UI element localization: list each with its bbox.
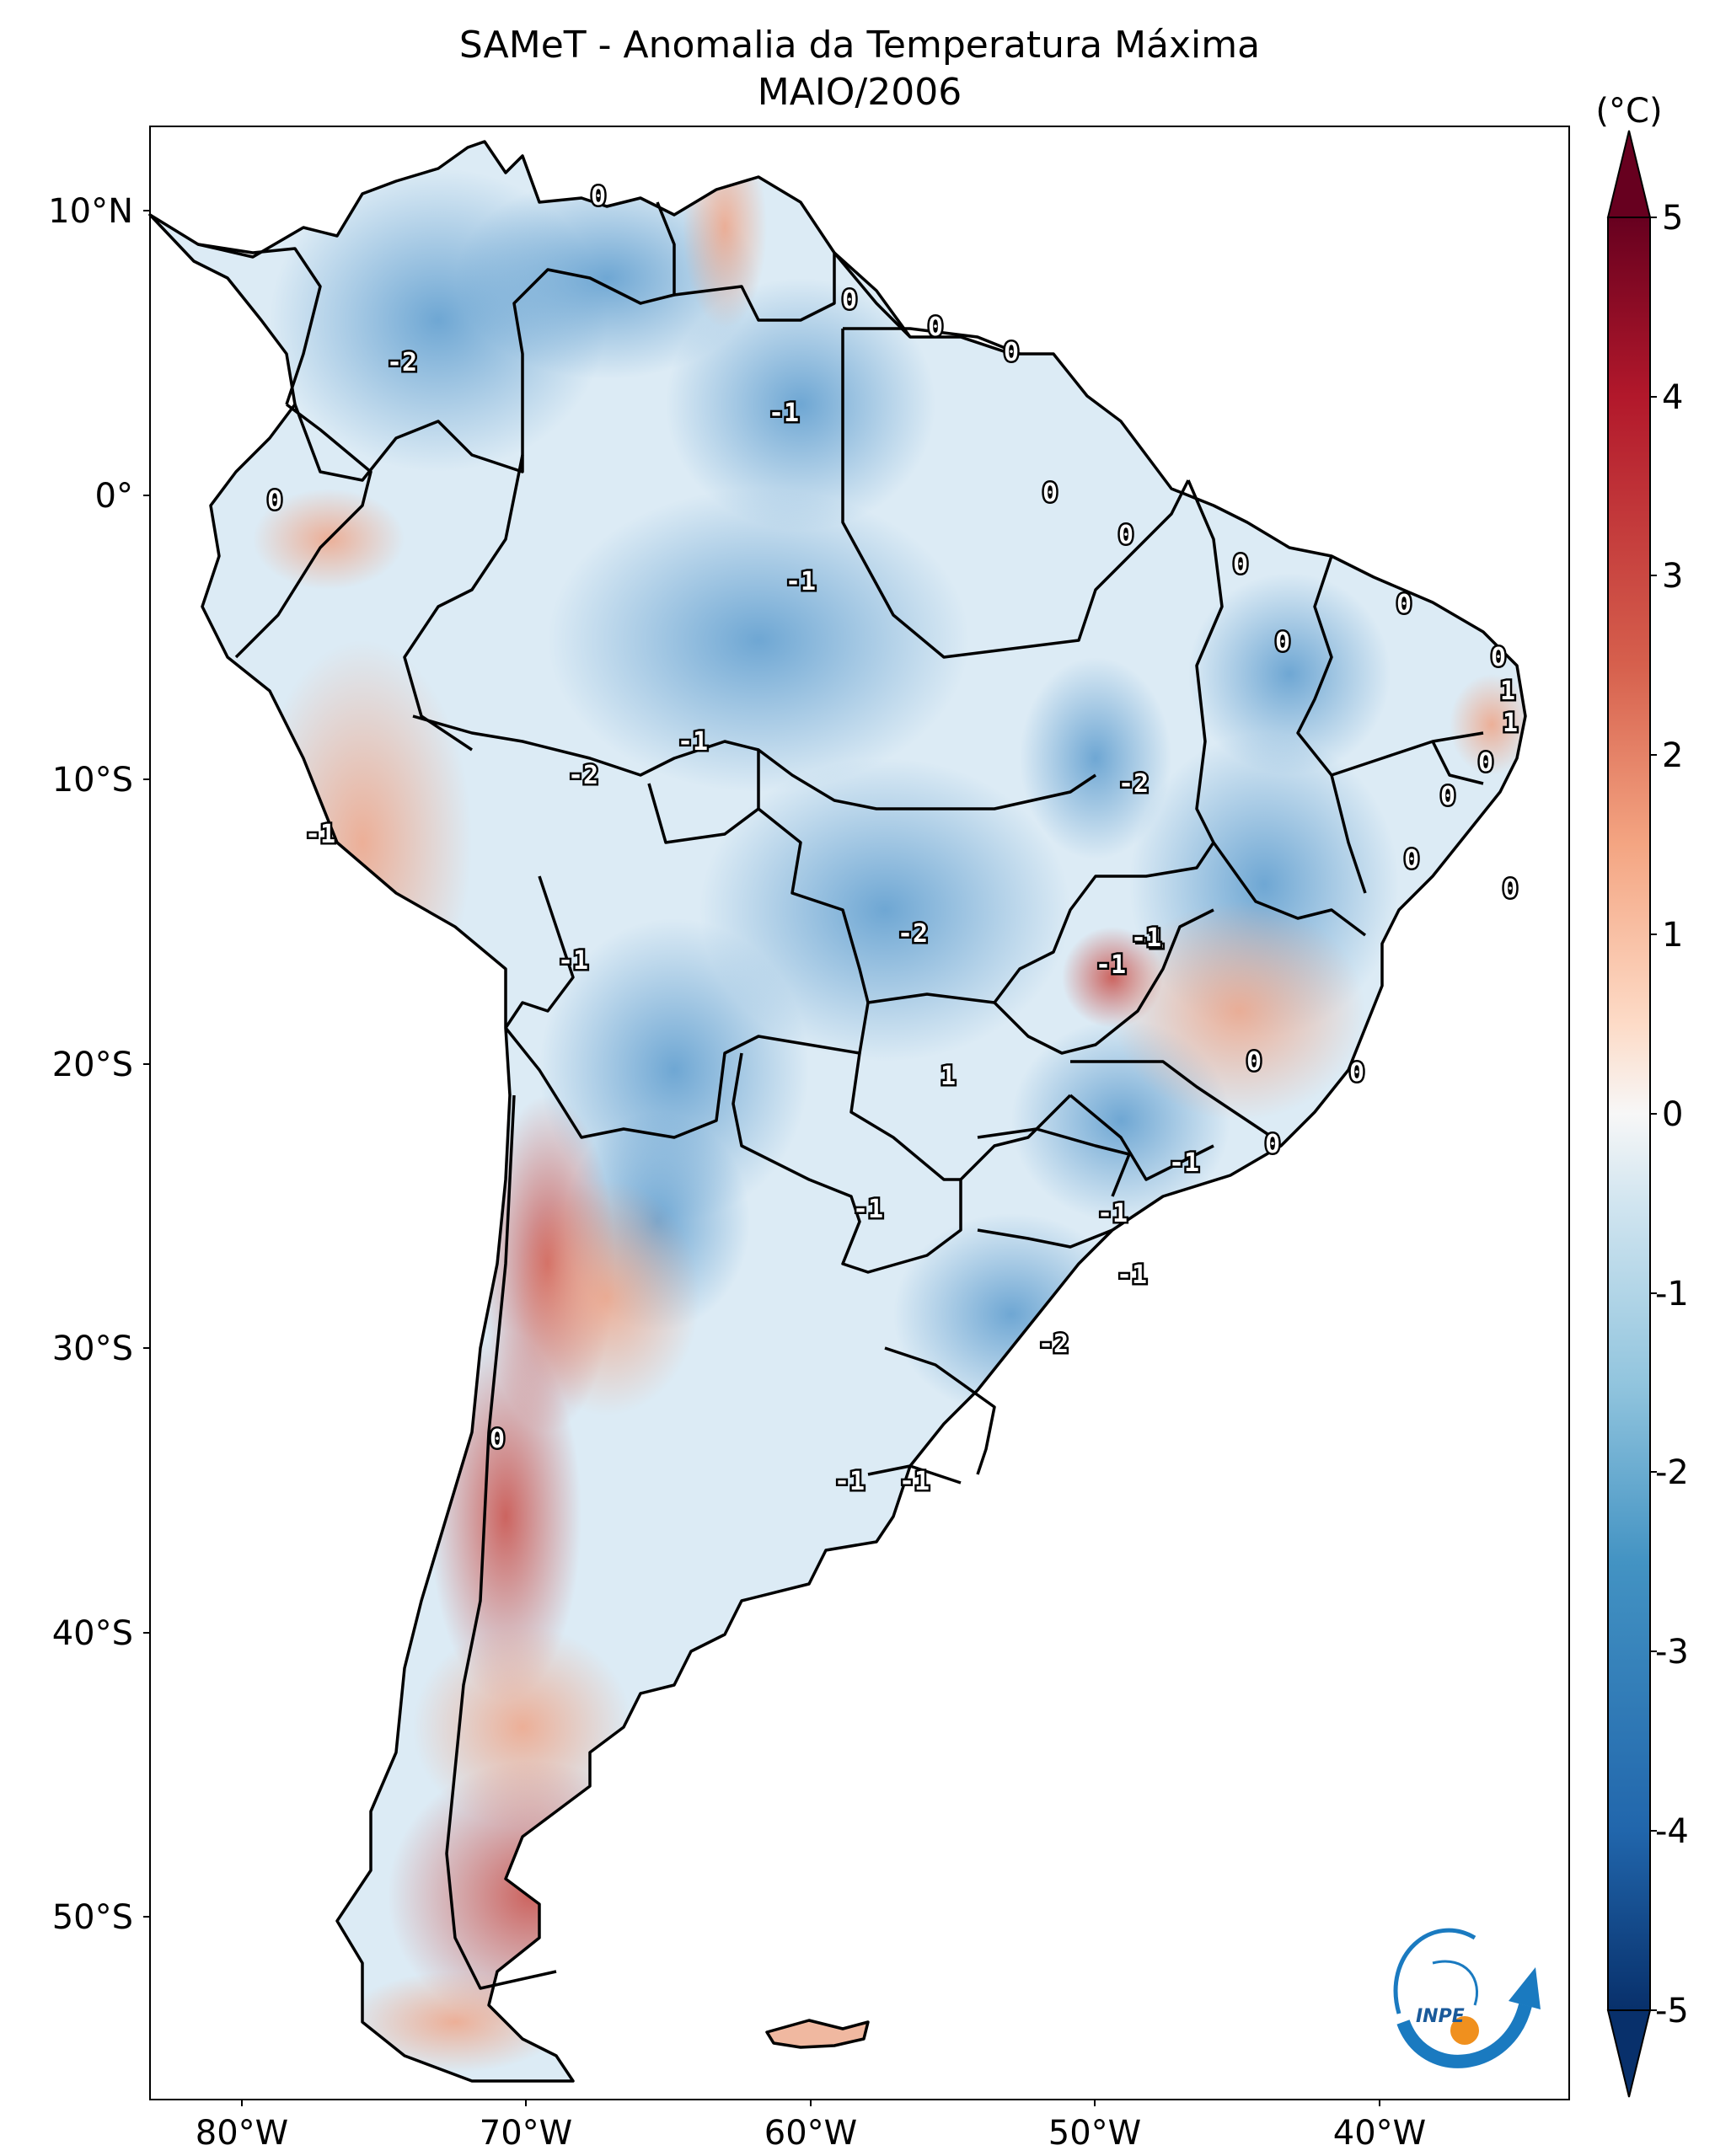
lat-tick-label: 30°S xyxy=(52,1329,133,1368)
lon-tick-label: 50°W xyxy=(1048,2114,1141,2153)
lon-tick-label: 70°W xyxy=(480,2114,572,2153)
lon-tick-label: 40°W xyxy=(1333,2114,1426,2153)
contour-label: -2 xyxy=(1118,769,1149,799)
contour-label: 0 xyxy=(267,486,282,516)
contour-label: 0 xyxy=(1491,643,1506,672)
colorbar-tick-label: -3 xyxy=(1655,1633,1689,1672)
colorbar-unit-label: (°C) xyxy=(1595,92,1662,131)
colorbar-tick-label: -5 xyxy=(1655,1992,1689,2030)
lat-tick-label: 20°S xyxy=(52,1046,133,1084)
contour-label: -1 xyxy=(1131,923,1161,953)
contour-label: 0 xyxy=(1396,590,1412,619)
contour-label: 0 xyxy=(1042,479,1058,508)
contour-label: -1 xyxy=(1133,925,1164,955)
lat-axis: 10°N 0° 10°S 20°S 30°S 40°S 50°S xyxy=(48,192,150,1937)
contour-label: 0 xyxy=(490,1425,505,1454)
contour-label: -1 xyxy=(678,727,708,757)
contour-label: 0 xyxy=(591,182,606,211)
colorbar-tick-label: 5 xyxy=(1662,199,1683,238)
contour-label: -1 xyxy=(834,1467,865,1496)
lat-tick-label: 40°S xyxy=(52,1614,133,1653)
contour-label: -2 xyxy=(1038,1329,1069,1359)
lat-tick-label: 50°S xyxy=(52,1898,133,1937)
contour-label: 0 xyxy=(928,313,943,342)
lat-tick-label: 0° xyxy=(95,477,133,516)
colorbar-tick-label: 2 xyxy=(1662,736,1683,775)
colorbar-tick-label: 4 xyxy=(1662,378,1683,417)
contour-label: 1 xyxy=(941,1062,956,1091)
contour-label: -1 xyxy=(785,567,816,597)
colorbar-tick-label: -2 xyxy=(1655,1453,1689,1492)
chart-subtitle: MAIO/2006 xyxy=(758,71,962,114)
contour-label: 0 xyxy=(1275,628,1290,657)
contour-label: 1 xyxy=(1503,709,1518,738)
colorbar-gradient xyxy=(1607,217,1651,2011)
contour-label: -2 xyxy=(387,348,417,377)
lon-tick-label: 80°W xyxy=(196,2114,288,2153)
contour-label: 0 xyxy=(1004,338,1019,367)
contour-label: -1 xyxy=(1169,1148,1199,1178)
contour-label: 1 xyxy=(1500,677,1515,706)
contour-label: 0 xyxy=(1233,550,1248,580)
lat-tick-label: 10°S xyxy=(52,761,133,800)
lon-axis: 80°W 70°W 60°W 50°W 40°W xyxy=(196,2100,1426,2153)
colorbar-tick-label: 1 xyxy=(1662,916,1683,955)
colorbar-tick-label: -1 xyxy=(1655,1275,1689,1313)
colorbar-tick-label: 3 xyxy=(1662,557,1683,596)
colorbar-top-extension xyxy=(1606,130,1652,218)
contour-label: -2 xyxy=(568,761,598,790)
contour-label: 0 xyxy=(1440,782,1455,811)
chart-title: SAMeT - Anomalia da Temperatura Máxima xyxy=(459,24,1260,67)
contour-labels: 0 0 0 0 0 -2 -1 0 0 0 -1 0 0 0 0 1 1 0 0… xyxy=(265,180,1519,1499)
borders xyxy=(148,140,1527,2083)
colorbar-bottom-extension xyxy=(1606,2009,1652,2098)
contour-label: -2 xyxy=(898,919,928,949)
contour-label: -1 xyxy=(1097,1199,1128,1228)
logo-text: INPE xyxy=(1416,2006,1465,2027)
contour-label: -1 xyxy=(769,399,799,428)
contour-label: 0 xyxy=(1349,1058,1364,1088)
contour-label: -1 xyxy=(305,820,335,849)
colorbar-tick-label: -4 xyxy=(1655,1812,1689,1851)
contour-label: 0 xyxy=(1246,1047,1262,1077)
contour-label: 0 xyxy=(1503,875,1518,904)
lat-tick-label: 10°N xyxy=(48,192,133,231)
contour-label: -1 xyxy=(853,1195,883,1224)
contour-label: 0 xyxy=(1404,845,1419,875)
contour-label: 0 xyxy=(842,286,857,315)
contour-label: -1 xyxy=(558,946,588,976)
colorbar: (°C) 5 4 3 2 1 0 -1 -2 -3 -4 -5 xyxy=(1595,92,1689,2098)
contour-label: -1 xyxy=(1096,950,1126,980)
colorbar-tick-label: 0 xyxy=(1662,1095,1683,1134)
contour-label: 0 xyxy=(1478,748,1493,778)
lon-tick-label: 60°W xyxy=(764,2114,857,2153)
inpe-logo: INPE xyxy=(1393,1928,1541,2068)
contour-label: 0 xyxy=(1265,1130,1280,1159)
contour-label: 0 xyxy=(1118,521,1133,550)
contour-label: -1 xyxy=(899,1467,930,1496)
contour-label: -1 xyxy=(1117,1260,1147,1290)
